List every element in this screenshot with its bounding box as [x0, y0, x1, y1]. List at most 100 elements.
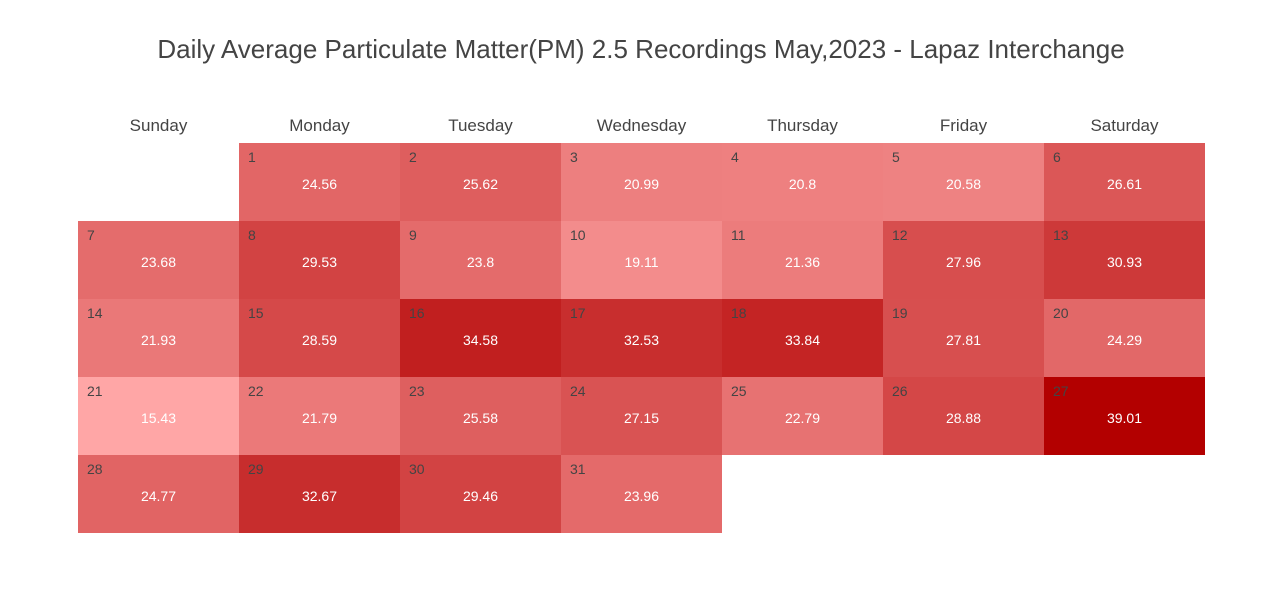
heatmap-cell: 29 32.67 [239, 455, 400, 533]
cell-value-label: 26.61 [1106, 176, 1143, 192]
heatmap-cell: 10 19.11 [561, 221, 722, 299]
cell-value-label: 33.84 [784, 332, 821, 348]
cell-value-label: 32.53 [623, 332, 660, 348]
cell-value-label: 27.96 [945, 254, 982, 270]
weekday-label-tuesday: Tuesday [448, 116, 513, 135]
heatmap-cell: 14 21.93 [78, 299, 239, 377]
heatmap-cell: 23 25.58 [400, 377, 561, 455]
cell-value-label: 25.58 [462, 410, 499, 426]
heatmap-cell: 7 23.68 [78, 221, 239, 299]
day-number: 17 [570, 305, 586, 321]
heatmap-cell: 12 27.96 [883, 221, 1044, 299]
cell-value-label: 21.79 [301, 410, 338, 426]
heatmap-cell: 17 32.53 [561, 299, 722, 377]
cell-value-label: 21.36 [784, 254, 821, 270]
day-number: 4 [731, 149, 739, 165]
heatmap-cell: 28 24.77 [78, 455, 239, 533]
weekday-label-wednesday: Wednesday [596, 116, 687, 135]
heatmap-cell: 13 30.93 [1044, 221, 1205, 299]
day-number: 28 [87, 461, 103, 477]
cell-value-label: 23.8 [466, 254, 495, 270]
day-number: 15 [248, 305, 264, 321]
cell-value-label: 19.11 [624, 254, 659, 270]
weekday-label-sunday: Sunday [129, 116, 188, 135]
day-number: 2 [409, 149, 417, 165]
cell-value-label: 29.53 [301, 254, 338, 270]
day-number: 18 [731, 305, 747, 321]
day-number: 3 [570, 149, 578, 165]
day-number: 8 [248, 227, 256, 243]
cell-value-label: 39.01 [1106, 410, 1143, 426]
day-number: 11 [731, 227, 746, 243]
day-number: 5 [892, 149, 900, 165]
day-number: 1 [248, 149, 256, 165]
cell-value-label: 34.58 [462, 332, 499, 348]
heatmap-cell: 30 29.46 [400, 455, 561, 533]
heatmap-cell: 4 20.8 [722, 143, 883, 221]
cell-value-label: 28.88 [945, 410, 982, 426]
cell-value-label: 29.46 [462, 488, 499, 504]
cell-value-label: 24.77 [140, 488, 177, 504]
cell-value-label: 23.96 [623, 488, 660, 504]
day-number: 13 [1053, 227, 1069, 243]
day-number: 30 [409, 461, 425, 477]
day-number: 27 [1053, 383, 1069, 399]
heatmap-cell: 5 20.58 [883, 143, 1044, 221]
weekday-label-saturday: Saturday [1090, 116, 1159, 135]
heatmap-cell: 9 23.8 [400, 221, 561, 299]
day-number: 26 [892, 383, 908, 399]
cell-value-label: 20.99 [623, 176, 660, 192]
day-number: 21 [87, 383, 103, 399]
weekday-label-thursday: Thursday [767, 116, 838, 135]
heatmap-cell: 6 26.61 [1044, 143, 1205, 221]
day-number: 25 [731, 383, 747, 399]
heatmap-cell: 21 15.43 [78, 377, 239, 455]
day-number: 24 [570, 383, 586, 399]
cell-value-label: 27.15 [623, 410, 660, 426]
heatmap-cell: 27 39.01 [1044, 377, 1205, 455]
heatmap-cell: 18 33.84 [722, 299, 883, 377]
cell-value-label: 21.93 [140, 332, 177, 348]
cell-value-label: 22.79 [784, 410, 821, 426]
cell-value-label: 32.67 [301, 488, 338, 504]
day-number: 9 [409, 227, 417, 243]
heatmap-cell: 3 20.99 [561, 143, 722, 221]
day-number: 23 [409, 383, 425, 399]
weekday-label-friday: Friday [939, 116, 988, 135]
heatmap-cell: 16 34.58 [400, 299, 561, 377]
cell-value-label: 30.93 [1106, 254, 1143, 270]
heatmap-cell: 8 29.53 [239, 221, 400, 299]
chart-title: Daily Average Particulate Matter(PM) 2.5… [157, 34, 1125, 64]
day-number: 16 [409, 305, 425, 321]
heatmap-cell: 25 22.79 [722, 377, 883, 455]
heatmap-cell: 11 21.36 [722, 221, 883, 299]
heatmap-cell: 19 27.81 [883, 299, 1044, 377]
cell-value-label: 28.59 [301, 332, 338, 348]
heatmap-cell: 31 23.96 [561, 455, 722, 533]
day-number: 6 [1053, 149, 1061, 165]
cell-value-label: 25.62 [462, 176, 499, 192]
day-number: 12 [892, 227, 908, 243]
cell-value-label: 24.29 [1106, 332, 1143, 348]
heatmap-cell: 1 24.56 [239, 143, 400, 221]
heatmap-cell: 24 27.15 [561, 377, 722, 455]
day-number: 14 [87, 305, 103, 321]
weekday-label-monday: Monday [289, 116, 350, 135]
day-number: 20 [1053, 305, 1069, 321]
heatmap-cell: 2 25.62 [400, 143, 561, 221]
cell-value-label: 24.56 [301, 176, 338, 192]
day-number: 31 [570, 461, 586, 477]
cell-value-label: 27.81 [945, 332, 982, 348]
cell-value-label: 15.43 [140, 410, 177, 426]
heatmap-cell: 20 24.29 [1044, 299, 1205, 377]
heatmap-cell: 26 28.88 [883, 377, 1044, 455]
day-number: 7 [87, 227, 95, 243]
cell-value-label: 20.58 [945, 176, 982, 192]
cell-value-label: 20.8 [788, 176, 817, 192]
day-number: 22 [248, 383, 264, 399]
heatmap-cell: 15 28.59 [239, 299, 400, 377]
cell-value-label: 23.68 [140, 254, 177, 270]
heatmap-cell: 22 21.79 [239, 377, 400, 455]
day-number: 19 [892, 305, 908, 321]
day-number: 29 [248, 461, 264, 477]
